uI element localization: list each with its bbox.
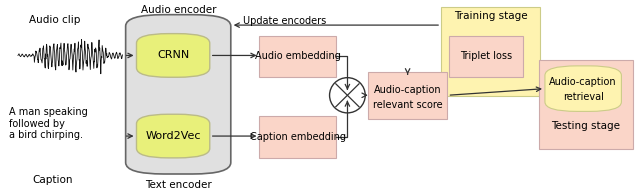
Text: Training stage: Training stage bbox=[454, 11, 527, 21]
FancyBboxPatch shape bbox=[539, 60, 633, 149]
Text: Caption: Caption bbox=[32, 175, 72, 185]
Text: Text encoder: Text encoder bbox=[145, 180, 212, 190]
Text: Triplet loss: Triplet loss bbox=[460, 51, 513, 61]
Text: Caption embedding: Caption embedding bbox=[250, 132, 346, 142]
FancyBboxPatch shape bbox=[368, 72, 447, 119]
Text: Audio-caption: Audio-caption bbox=[374, 85, 442, 95]
Text: Word2Vec: Word2Vec bbox=[146, 131, 201, 141]
Text: Audio embedding: Audio embedding bbox=[255, 51, 340, 61]
FancyBboxPatch shape bbox=[136, 114, 210, 158]
FancyBboxPatch shape bbox=[125, 15, 231, 174]
Text: CRNN: CRNN bbox=[157, 50, 189, 60]
Text: retrieval: retrieval bbox=[563, 92, 604, 102]
Text: Audio clip: Audio clip bbox=[29, 15, 80, 25]
FancyBboxPatch shape bbox=[259, 116, 336, 158]
Text: A man speaking
followed by
a bird chirping.: A man speaking followed by a bird chirpi… bbox=[9, 107, 88, 140]
Text: Testing stage: Testing stage bbox=[551, 121, 620, 131]
Text: Audio-caption: Audio-caption bbox=[549, 77, 617, 87]
FancyBboxPatch shape bbox=[136, 34, 210, 77]
Text: relevant score: relevant score bbox=[373, 100, 443, 110]
FancyBboxPatch shape bbox=[449, 36, 523, 77]
FancyBboxPatch shape bbox=[259, 36, 336, 77]
Text: Audio encoder: Audio encoder bbox=[141, 5, 216, 15]
FancyBboxPatch shape bbox=[545, 66, 621, 111]
Text: Update encoders: Update encoders bbox=[243, 16, 326, 26]
FancyBboxPatch shape bbox=[441, 7, 540, 96]
